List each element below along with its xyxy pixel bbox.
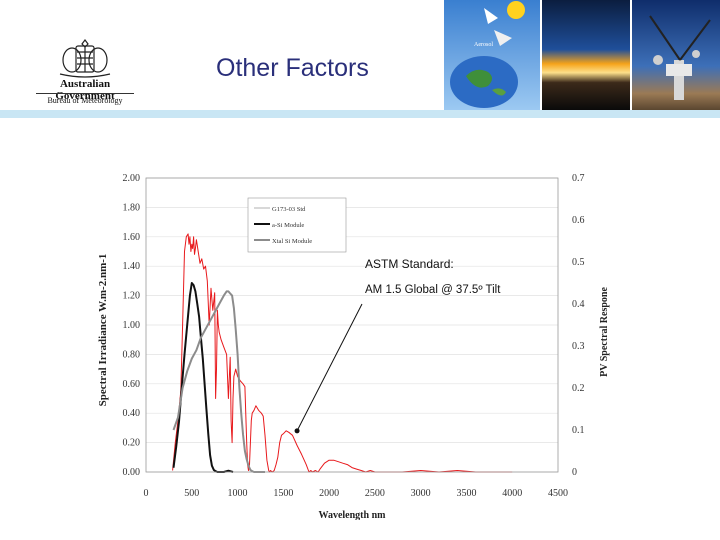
x-tick-label: 4000 [502,488,522,499]
x-tick-label: 500 [184,488,199,499]
logo-divider [36,93,134,94]
header-photo-strip: Aerosol [444,0,720,110]
y2-axis-label: PV Spectral Respone [599,287,610,377]
x-tick-label: 2500 [365,488,385,499]
y-tick-label: 1.40 [123,261,141,272]
radiometer-station-photo [632,0,720,110]
y-tick-label: 0.80 [123,349,141,360]
y2-axis-ticks: 0 0.1 0.2 0.3 0.4 0.5 0.6 0.7 [572,173,585,478]
annotation-detail: AM 1.5 Global @ 37.5º Tilt [365,284,501,296]
legend: G173-03 Std a-Si Module Xtal Si Module [247,197,347,253]
y-tick-label: 1.20 [123,291,141,302]
annotation-title: ASTM Standard: [365,257,454,271]
slide-header: Australian Government Bureau of Meteorol… [0,0,720,118]
y2-tick-label: 0.5 [572,257,585,268]
x-tick-label: 2000 [319,488,339,499]
y-tick-label: 1.00 [123,320,141,331]
plot-frame [145,177,559,473]
y-axis-label: Spectral Irradiance W.m-2.nm-1 [97,254,109,407]
legend-label: a-Si Module [272,222,304,229]
y-tick-label: 2.00 [123,173,141,184]
x-tick-label: 0 [144,488,149,499]
x-tick-label: 1500 [273,488,293,499]
photo-caption: Aerosol [474,42,493,48]
y2-tick-label: 0.3 [572,341,585,352]
chart-svg: 0.000.200.400.600.801.001.201.401.601.80… [90,160,620,521]
x-tick-label: 4500 [548,488,568,499]
spectrum-chart: 0.00 0.20 0.40 0.60 0.80 1.00 1.20 1.40 1.60 1.80… [90,160,620,521]
annotation: ASTM Standard: AM 1.5 Global @ 37.5º Til… [294,257,501,434]
y2-tick-label: 0.1 [572,425,585,436]
y2-tick-label: 0.7 [572,173,585,184]
legend-label: Xtal Si Module [272,238,312,245]
chart-background [90,160,620,520]
page-title: Other Factors [216,54,369,82]
earth-aerosols-diagram: Aerosol [444,0,540,110]
x-tick-label: 3000 [411,488,431,499]
coat-of-arms-icon [59,39,111,78]
government-logo: Australian Government Bureau of Meteorol… [30,36,140,110]
x-axis-ticks: 0 500 1000 1500 2000 2500 3000 3500 4000 4500 [144,488,569,499]
y-tick-label: 0.60 [123,379,141,390]
sunset-horizon-photo [542,0,630,110]
y2-tick-label: 0.2 [572,383,585,394]
x-tick-label: 1000 [228,488,248,499]
x-tick-label: 3500 [456,488,476,499]
y2-tick-label: 0.4 [572,299,585,310]
org-subname: Bureau of Meteorology [47,96,123,105]
y2-tick-label: 0.6 [572,215,585,226]
x-axis-label: Wavelength nm [319,510,387,520]
series-line-g173-03-std [172,233,513,473]
y-tick-label: 1.80 [123,202,141,213]
y2-tick-label: 0 [572,467,577,478]
y-tick-label: 0.00 [123,467,141,478]
y-tick-label: 0.40 [123,408,141,419]
annotation-dot [294,428,300,434]
series-line-xtal-si-module [172,290,265,473]
y-tick-label: 0.20 [123,438,141,449]
annotation-pointer [296,303,363,432]
header-band [0,110,720,118]
y-tick-label: 1.60 [123,232,141,243]
legend-label: G173-03 Std [272,206,306,213]
y-axis-ticks: 0.00 0.20 0.40 0.60 0.80 1.00 1.20 1.40 1.60 1.80… [123,173,141,478]
